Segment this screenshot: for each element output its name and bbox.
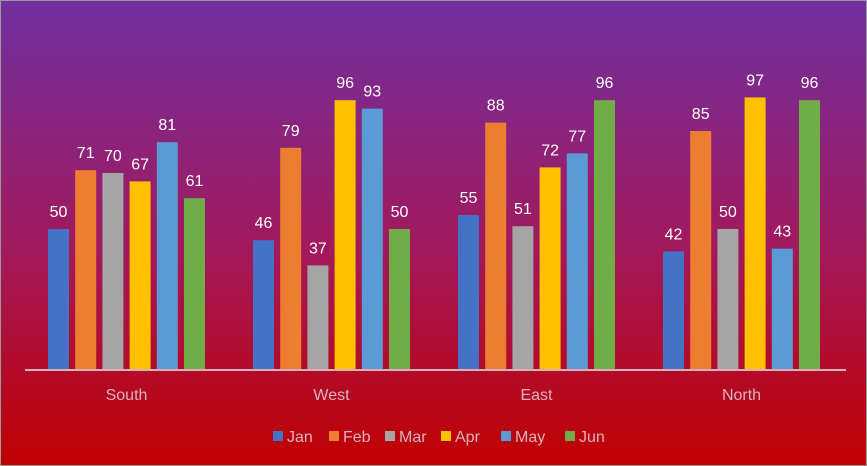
data-label-west-may: 93 [363, 84, 381, 101]
bar-east-mar [512, 226, 534, 369]
data-label-east-jun: 96 [596, 75, 614, 92]
bars-layer [48, 97, 820, 370]
data-label-east-may: 77 [568, 128, 586, 145]
category-label-south: South [106, 387, 148, 404]
legend-label-jan: Jan [287, 429, 313, 446]
data-label-east-mar: 51 [514, 201, 532, 218]
legend-label-apr: Apr [455, 429, 481, 446]
data-label-north-feb: 85 [692, 106, 710, 123]
bar-south-feb [75, 170, 97, 369]
legend-swatch-apr [441, 431, 451, 441]
category-label-north: North [722, 387, 761, 404]
legend-label-jun: Jun [579, 429, 605, 446]
bar-east-jan [458, 215, 479, 369]
bar-north-mar [717, 229, 739, 369]
data-label-north-mar: 50 [719, 204, 737, 221]
data-label-south-feb: 71 [77, 145, 95, 162]
bar-east-may [566, 153, 588, 369]
bar-west-feb [280, 147, 302, 369]
data-label-south-jan: 50 [50, 204, 68, 221]
bar-north-feb [690, 131, 712, 369]
data-label-south-apr: 67 [131, 156, 149, 173]
category-label-east: East [520, 387, 553, 404]
bar-west-apr [334, 100, 356, 369]
data-label-east-feb: 88 [487, 98, 505, 115]
data-label-south-may: 81 [158, 117, 176, 134]
bar-east-feb [485, 122, 507, 369]
legend-swatch-jun [565, 431, 575, 441]
bar-south-jan [48, 229, 69, 369]
data-label-east-jan: 55 [460, 190, 478, 207]
category-label-west: West [313, 387, 350, 404]
data-label-west-apr: 96 [336, 75, 354, 92]
bar-north-may [771, 248, 793, 369]
legend-label-mar: Mar [399, 429, 427, 446]
legend-swatch-may [501, 431, 511, 441]
legend-label-feb: Feb [343, 429, 371, 446]
bar-east-jun [594, 100, 615, 369]
data-label-south-mar: 70 [104, 148, 122, 165]
legend-swatch-feb [329, 431, 339, 441]
bar-north-jun [799, 100, 820, 369]
bar-west-jan [253, 240, 274, 369]
data-label-west-mar: 37 [309, 240, 327, 257]
data-label-west-feb: 79 [282, 123, 300, 140]
bar-west-mar [307, 265, 329, 369]
data-labels-layer: 50 71 70 67 81 61 46 79 37 96 93 50 55 88 51 72 77 96 42 85… [50, 72, 819, 257]
data-label-west-jan: 46 [255, 215, 273, 232]
data-label-east-apr: 72 [541, 142, 559, 159]
bar-west-jun [389, 229, 410, 369]
bar-south-apr [129, 181, 151, 369]
bar-south-may [156, 142, 178, 369]
data-label-north-apr: 97 [746, 72, 764, 89]
bar-east-apr [539, 167, 561, 369]
data-label-west-jun: 50 [391, 204, 409, 221]
bar-south-jun [184, 198, 205, 369]
category-labels-layer: South West East North [106, 387, 761, 404]
bar-north-apr [744, 97, 766, 370]
legend-swatch-mar [385, 431, 395, 441]
data-label-south-jun: 61 [186, 173, 204, 190]
data-label-north-jan: 42 [665, 226, 683, 243]
legend-swatch-jan [273, 431, 283, 441]
bar-west-may [361, 108, 383, 369]
data-label-north-may: 43 [773, 224, 791, 241]
bar-north-jan [663, 251, 684, 369]
bar-south-mar [102, 173, 124, 369]
data-label-north-jun: 96 [801, 75, 819, 92]
legend-label-may: May [515, 429, 545, 446]
legend: Jan Feb Mar Apr May Jun [273, 429, 605, 446]
